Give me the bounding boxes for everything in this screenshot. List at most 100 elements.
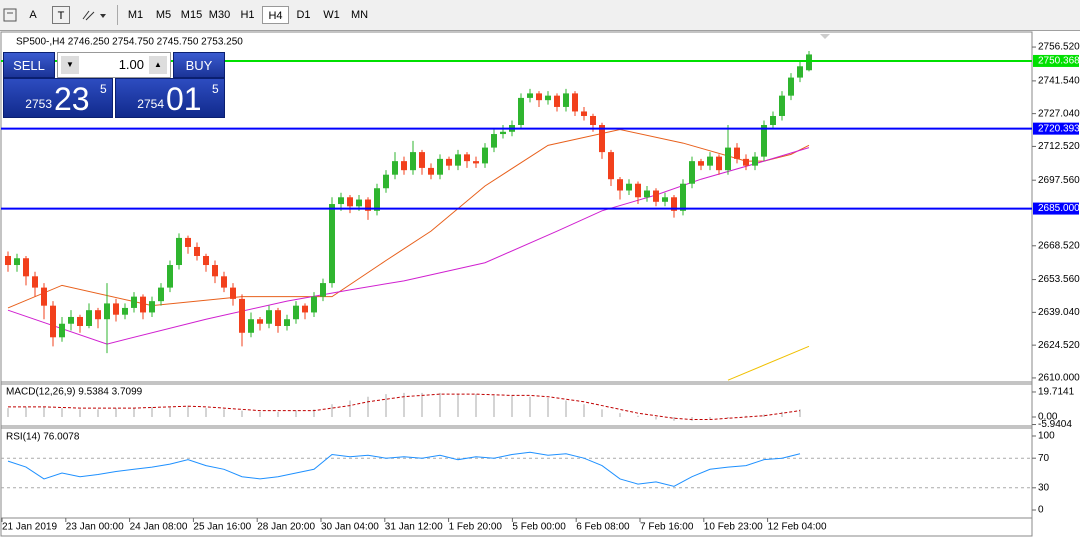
lot-spinner[interactable]: ▼ 1.00 ▲ (57, 52, 171, 78)
candle-body (284, 319, 290, 326)
candle-body (14, 258, 20, 266)
level-box (1033, 122, 1079, 135)
objects-menu[interactable] (80, 6, 110, 24)
candle-body (689, 161, 695, 184)
candle-body (158, 287, 164, 302)
candle-body (167, 265, 173, 288)
candle-body (41, 287, 47, 306)
period-button[interactable]: D1 (296, 9, 311, 21)
candle-body (257, 319, 263, 324)
sell-button[interactable]: SELL (3, 52, 55, 78)
ask-fraction: 5 (212, 82, 219, 96)
y-tick-label: -5.9404 (1038, 419, 1072, 430)
x-tick-label: 28 Jan 20:00 (257, 522, 315, 533)
period-button[interactable]: M15 (180, 9, 203, 21)
candle-body (221, 276, 227, 288)
text-tool[interactable]: A (29, 9, 37, 21)
candle-body (635, 183, 641, 198)
y-tick-label: 2712.520 (1038, 141, 1080, 152)
period-button[interactable]: W1 (323, 9, 340, 21)
candle-body (266, 310, 272, 324)
candle-body (419, 152, 425, 168)
candle-body (293, 305, 299, 320)
candle-body (104, 303, 110, 320)
candle-body (626, 183, 632, 191)
text-label-tool[interactable]: T (52, 6, 70, 24)
candle-body (347, 197, 353, 207)
icon[interactable] (2, 6, 18, 24)
candle-body (212, 265, 218, 277)
candle-body (446, 158, 452, 166)
candle-body (410, 152, 416, 171)
candle-body (608, 152, 614, 180)
x-tick-label: 31 Jan 12:00 (385, 522, 443, 533)
candle-body (68, 316, 74, 324)
candle-body (716, 156, 722, 171)
y-tick-label: 2756.520 (1038, 42, 1080, 53)
candle-body (302, 305, 308, 313)
x-tick-label: 24 Jan 08:00 (130, 522, 188, 533)
ask-price[interactable]: 2754 01 5 (115, 78, 225, 118)
candle-body (50, 305, 56, 338)
y-tick-label: 70 (1038, 453, 1050, 464)
candle-body (599, 125, 605, 153)
candle-body (680, 183, 686, 211)
candle-body (383, 174, 389, 189)
rsi-label: RSI(14) 76.0078 (6, 432, 80, 443)
x-tick-label: 7 Feb 16:00 (640, 522, 694, 533)
x-tick-label: 21 Jan 2019 (2, 522, 57, 533)
bid-fraction: 5 (100, 82, 107, 96)
period-button[interactable]: H1 (240, 9, 255, 21)
increase[interactable]: ▲ (149, 56, 167, 74)
candle-body (527, 93, 533, 98)
candle-body (761, 125, 767, 157)
lot-value[interactable]: 1.00 (118, 57, 144, 72)
candle-body (518, 97, 524, 126)
candle-body (86, 310, 92, 326)
candle-body (23, 258, 29, 277)
bid-pips: 23 (54, 81, 90, 117)
candle-body (437, 158, 443, 175)
y-tick-label: 30 (1038, 482, 1050, 493)
period-button[interactable]: M1 (127, 9, 144, 21)
candle-body (644, 190, 650, 198)
candle-body (140, 296, 146, 313)
candle-body (149, 301, 155, 313)
period-button[interactable]: MN (350, 9, 369, 21)
level-label: 2720.393 (1038, 123, 1080, 134)
candle-body (563, 93, 569, 107)
x-tick-label: 30 Jan 04:00 (321, 522, 379, 533)
period-button[interactable]: M30 (208, 9, 231, 21)
y-tick-label: 0.00 (1038, 412, 1058, 423)
period-button[interactable]: H4 (262, 6, 289, 24)
candle-body (275, 310, 281, 326)
ask-big: 2754 (137, 97, 164, 111)
candle-body (797, 66, 803, 78)
candle-body (203, 255, 209, 266)
macd-signal (8, 393, 801, 421)
decrease[interactable]: ▼ (61, 56, 79, 74)
candle-body (788, 77, 794, 96)
bid-price[interactable]: 2753 23 5 (3, 78, 113, 118)
candle-body (770, 115, 776, 126)
x-tick-label: 5 Feb 00:00 (512, 522, 566, 533)
candle-body (185, 237, 191, 247)
candle-body (500, 131, 506, 135)
level-box (1033, 54, 1079, 67)
candle-body (653, 190, 659, 202)
candle-body (365, 199, 371, 211)
candle-body (131, 296, 137, 308)
candle-body (455, 154, 461, 166)
buy-button[interactable]: BUY (173, 52, 225, 78)
y-tick-label: 2624.520 (1038, 340, 1080, 351)
level-label: 2685.000 (1038, 203, 1080, 214)
toolbar: A T M1 M5 M15 M30 H1 H4 D1 W1 MN (0, 0, 1080, 31)
candle-body (482, 147, 488, 164)
y-tick-label: 100 (1038, 431, 1055, 442)
candle-body (239, 298, 245, 333)
candle-body (491, 134, 497, 148)
candle-body (725, 147, 731, 171)
y-tick-label: 2639.040 (1038, 307, 1080, 318)
period-button[interactable]: M5 (155, 9, 172, 21)
